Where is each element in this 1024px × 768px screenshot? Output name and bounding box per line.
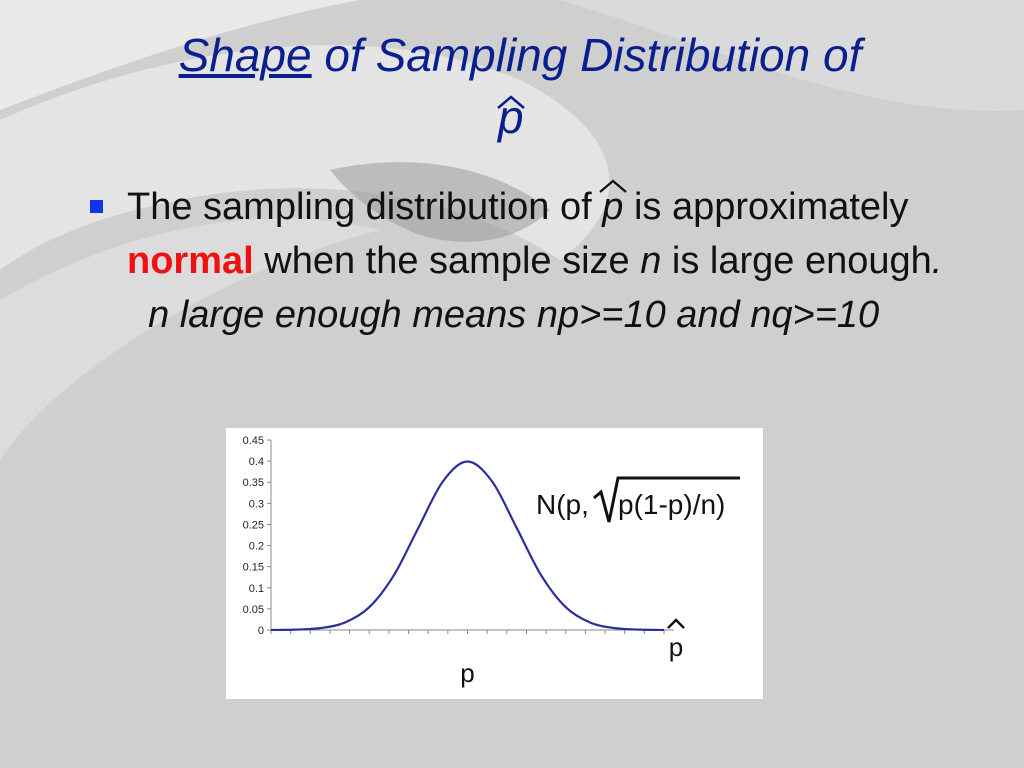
y-tick-label: 0.3 <box>249 498 264 510</box>
y-tick-label: 0 <box>258 625 264 637</box>
y-tick-label: 0.2 <box>249 541 264 553</box>
x-axis-label: p <box>460 658 474 688</box>
axis-end-label: p <box>669 632 683 662</box>
bullet-italic-tail: n large enough means np>=10 and nq>=10 <box>127 294 880 336</box>
inline-symbol: p <box>602 186 624 228</box>
y-tick-label: 0.45 <box>243 435 264 447</box>
annotation-radicand: p(1-p)/n) <box>618 489 725 520</box>
sqrt-icon <box>593 476 740 523</box>
hat-icon <box>667 618 685 629</box>
bullet-period: . <box>931 240 943 282</box>
slide-title: Shape of Sampling Distribution of <box>90 26 950 84</box>
bullet-text: The sampling distribution of p is approx… <box>127 179 957 342</box>
bullet-part2: is approximately <box>623 186 909 228</box>
highlight-normal: normal <box>127 240 254 282</box>
y-tick-label: 0.35 <box>243 477 264 489</box>
title-p-hat: p <box>497 88 525 146</box>
bullet-square-icon <box>90 200 103 213</box>
hat-icon <box>497 95 525 109</box>
inline-p-hat: p <box>599 179 627 228</box>
y-tick-label: 0.25 <box>243 519 264 531</box>
bullet-part4: is large enough <box>661 240 932 282</box>
annotation-prefix: N(p, <box>536 489 589 520</box>
y-tick-label: 0.15 <box>243 562 264 574</box>
y-tick-label: 0.4 <box>249 456 264 468</box>
normal-curve-chart: 0 0.05 0.1 0.15 0.2 0.25 0.3 0.35 0.4 0.45 p p N(p, p… <box>226 428 763 699</box>
title-text: of Sampling Distribution of <box>311 29 862 81</box>
title-symbol: p <box>498 91 524 143</box>
hat-icon <box>599 179 627 193</box>
bullet-part1: The sampling distribution of <box>127 186 603 228</box>
title-emphasis: Shape <box>178 29 312 81</box>
y-tick-label: 0.05 <box>243 604 264 616</box>
chart-svg: 0 0.05 0.1 0.15 0.2 0.25 0.3 0.35 0.4 0.45 p p N(p, p… <box>243 435 740 688</box>
bullet-part3: when the sample size <box>253 240 641 282</box>
normal-curve-line <box>270 460 665 632</box>
y-tick-label: 0.1 <box>249 583 264 595</box>
n-symbol: n <box>640 240 662 282</box>
